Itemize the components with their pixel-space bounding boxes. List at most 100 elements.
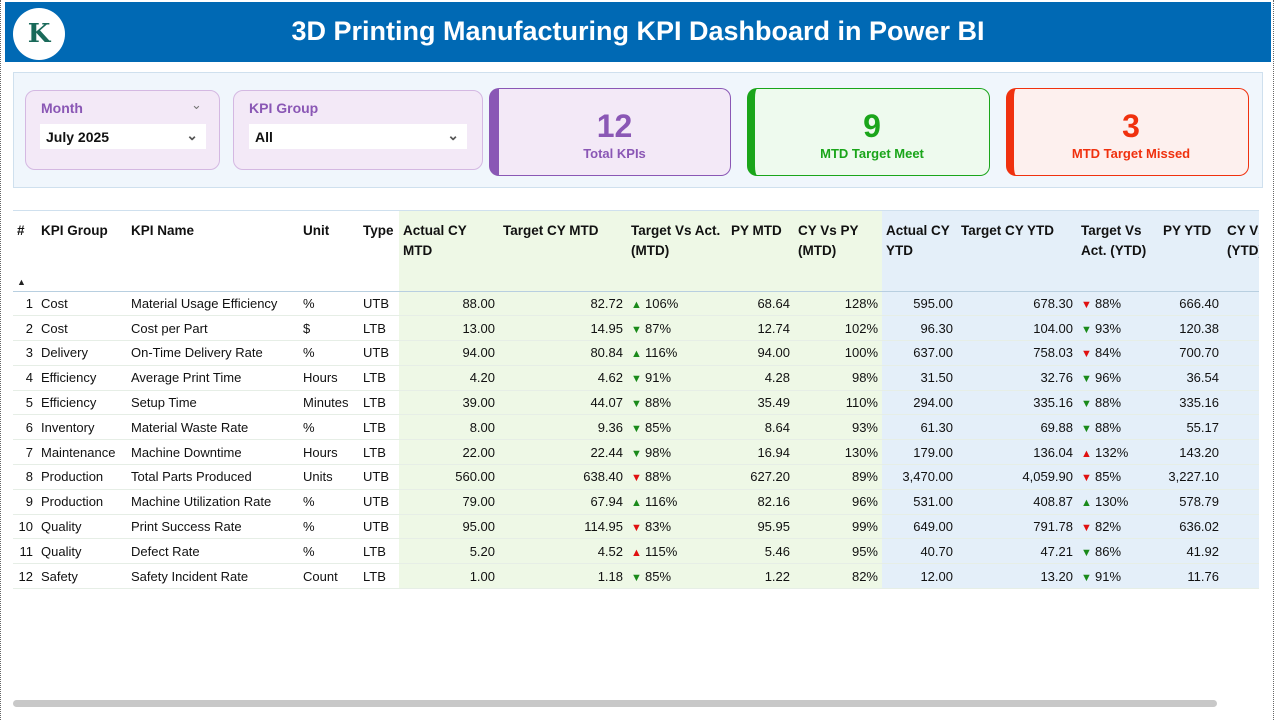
month-slicer: Month ⌄ July 2025 ⌄ bbox=[25, 90, 220, 170]
target-vs-act-ytd: ▼ 85% bbox=[1077, 464, 1159, 490]
actual-cy-mtd: 79.00 bbox=[399, 489, 499, 515]
table-row[interactable]: 8 Production Total Parts Produced Units UTB 5… bbox=[13, 464, 1259, 490]
cy-vs-py-ytd bbox=[1223, 538, 1259, 565]
month-value: July 2025 bbox=[46, 129, 110, 145]
actual-cy-mtd: 1.00 bbox=[399, 563, 499, 590]
triangle-up-icon: ▲ bbox=[631, 497, 642, 510]
table-row[interactable]: 12 Safety Safety Incident Rate Count LTB 1.00… bbox=[13, 563, 1259, 590]
py-mtd: 5.46 bbox=[727, 538, 794, 565]
column-header[interactable]: KPI Group bbox=[37, 211, 127, 292]
column-header[interactable]: PY YTD bbox=[1159, 211, 1223, 292]
triangle-down-icon: ▼ bbox=[1081, 323, 1092, 336]
triangle-down-icon: ▼ bbox=[631, 571, 642, 584]
py-ytd: 3,227.10 bbox=[1159, 464, 1223, 490]
column-header[interactable]: Actual CY YTD bbox=[882, 211, 957, 292]
cy-vs-py-ytd bbox=[1223, 340, 1259, 366]
total-kpis-card: 12 Total KPIs bbox=[489, 88, 731, 176]
target-vs-act-mtd: ▼ 91% bbox=[627, 365, 727, 391]
target-vs-act-ytd: ▲ 132% bbox=[1077, 439, 1159, 466]
column-header[interactable]: CY Vs PY (MTD) bbox=[794, 211, 882, 292]
horizontal-scrollbar[interactable] bbox=[13, 700, 1217, 707]
target-cy-ytd: 335.16 bbox=[957, 390, 1077, 416]
triangle-down-icon: ▼ bbox=[1081, 422, 1092, 435]
month-dropdown[interactable]: July 2025 ⌄ bbox=[40, 124, 206, 149]
target-cy-mtd: 80.84 bbox=[499, 340, 627, 366]
unit: % bbox=[299, 514, 359, 540]
type: LTB bbox=[359, 365, 399, 391]
actual-cy-ytd: 179.00 bbox=[882, 439, 957, 466]
target-vs-act-mtd: ▼ 83% bbox=[627, 514, 727, 540]
column-header[interactable]: Target Vs Act. (YTD) bbox=[1077, 211, 1159, 292]
cy-vs-py-mtd: 110% bbox=[794, 390, 882, 416]
row-number: 6 bbox=[13, 414, 37, 441]
row-number: 1 bbox=[13, 291, 37, 317]
column-header[interactable]: # bbox=[13, 211, 37, 292]
target-vs-act-ytd: ▼ 96% bbox=[1077, 365, 1159, 391]
column-header[interactable]: Target Vs Act. (MTD) bbox=[627, 211, 727, 292]
target-cy-ytd: 47.21 bbox=[957, 538, 1077, 565]
kpi-group: Inventory bbox=[37, 414, 127, 441]
py-ytd: 578.79 bbox=[1159, 489, 1223, 515]
table-row[interactable]: 11 Quality Defect Rate% LTB 5.20 4.52 ▲ 115% 5.4… bbox=[13, 538, 1259, 565]
kpi-group: Delivery bbox=[37, 340, 127, 366]
sort-ascending-icon[interactable]: ▲ bbox=[17, 277, 26, 287]
table-row[interactable]: 9 Production Machine Utilization Rate% UTB 7… bbox=[13, 489, 1259, 515]
row-number: 5 bbox=[13, 390, 37, 416]
target-cy-mtd: 4.62 bbox=[499, 365, 627, 391]
column-header[interactable]: Target CY MTD bbox=[499, 211, 627, 292]
cy-vs-py-mtd: 95% bbox=[794, 538, 882, 565]
column-header[interactable]: Type bbox=[359, 211, 399, 292]
table-row[interactable]: 3 Delivery On-Time Delivery Rate% UTB 94.00 8… bbox=[13, 340, 1259, 366]
row-number: 10 bbox=[13, 514, 37, 540]
actual-cy-ytd: 595.00 bbox=[882, 291, 957, 317]
kpi-group: Maintenance bbox=[37, 439, 127, 466]
kpi-group: Quality bbox=[37, 538, 127, 565]
target-cy-ytd: 32.76 bbox=[957, 365, 1077, 391]
column-header[interactable]: KPI Name bbox=[127, 211, 299, 292]
cy-vs-py-ytd bbox=[1223, 439, 1259, 466]
column-header[interactable]: Actual CY MTD bbox=[399, 211, 499, 292]
triangle-down-icon: ▼ bbox=[1081, 398, 1092, 411]
py-mtd: 1.22 bbox=[727, 563, 794, 590]
table-row[interactable]: 10 Quality Print Success Rate% UTB 95.00 114.… bbox=[13, 514, 1259, 540]
target-cy-ytd: 408.87 bbox=[957, 489, 1077, 515]
actual-cy-ytd: 294.00 bbox=[882, 390, 957, 416]
target-vs-act-ytd-value: 88% bbox=[1095, 295, 1122, 311]
column-header[interactable]: Unit bbox=[299, 211, 359, 292]
py-ytd: 41.92 bbox=[1159, 538, 1223, 565]
table-row[interactable]: 2 Cost Cost per Part $ LTB 13.00 14.95 ▼ 87% 12.7… bbox=[13, 315, 1259, 342]
column-header[interactable]: PY MTD bbox=[727, 211, 794, 292]
chevron-down-icon[interactable]: ⌄ bbox=[191, 97, 202, 112]
actual-cy-mtd: 95.00 bbox=[399, 514, 499, 540]
kpi-group: Quality bbox=[37, 514, 127, 540]
target-cy-ytd: 4,059.90 bbox=[957, 464, 1077, 490]
target-cy-ytd: 136.04 bbox=[957, 439, 1077, 466]
kpi-name: Defect Rate bbox=[127, 538, 299, 565]
unit: % bbox=[299, 340, 359, 366]
triangle-up-icon: ▲ bbox=[631, 546, 642, 559]
actual-cy-mtd: 5.20 bbox=[399, 538, 499, 565]
table-row[interactable]: 5 Efficiency Setup Time Minutes LTB 39.00 44.0… bbox=[13, 390, 1259, 416]
target-vs-act-ytd: ▼ 82% bbox=[1077, 514, 1159, 540]
column-header[interactable]: CY Vs PY (YTD) bbox=[1223, 211, 1259, 292]
triangle-down-icon: ▼ bbox=[1081, 522, 1092, 535]
company-logo: K bbox=[13, 8, 65, 60]
target-cy-mtd: 638.40 bbox=[499, 464, 627, 490]
type: LTB bbox=[359, 315, 399, 342]
table-row[interactable]: 1 Cost Material Usage Efficiency% UTB 88.00 8… bbox=[13, 291, 1259, 317]
column-header[interactable]: Target CY YTD bbox=[957, 211, 1077, 292]
triangle-down-icon: ▼ bbox=[1081, 472, 1092, 485]
table-row[interactable]: 4 Efficiency Average Print Time Hours LTB 4.2… bbox=[13, 365, 1259, 391]
kpi-group-dropdown[interactable]: All ⌄ bbox=[249, 124, 467, 149]
py-ytd: 335.16 bbox=[1159, 390, 1223, 416]
table-row[interactable]: 7 Maintenance Machine Downtime Hours LTB 22.0… bbox=[13, 439, 1259, 466]
target-vs-act-ytd-value: 86% bbox=[1095, 543, 1122, 559]
table-row[interactable]: 6 Inventory Material Waste Rate% LTB 8.00 9.3… bbox=[13, 414, 1259, 441]
row-number: 8 bbox=[13, 464, 37, 490]
month-label: Month bbox=[41, 100, 83, 116]
actual-cy-ytd: 61.30 bbox=[882, 414, 957, 441]
kpi-group: Efficiency bbox=[37, 390, 127, 416]
target-vs-act-ytd-value: 93% bbox=[1095, 320, 1122, 336]
mtd-target-meet-card: 9 MTD Target Meet bbox=[747, 88, 990, 176]
type: LTB bbox=[359, 390, 399, 416]
